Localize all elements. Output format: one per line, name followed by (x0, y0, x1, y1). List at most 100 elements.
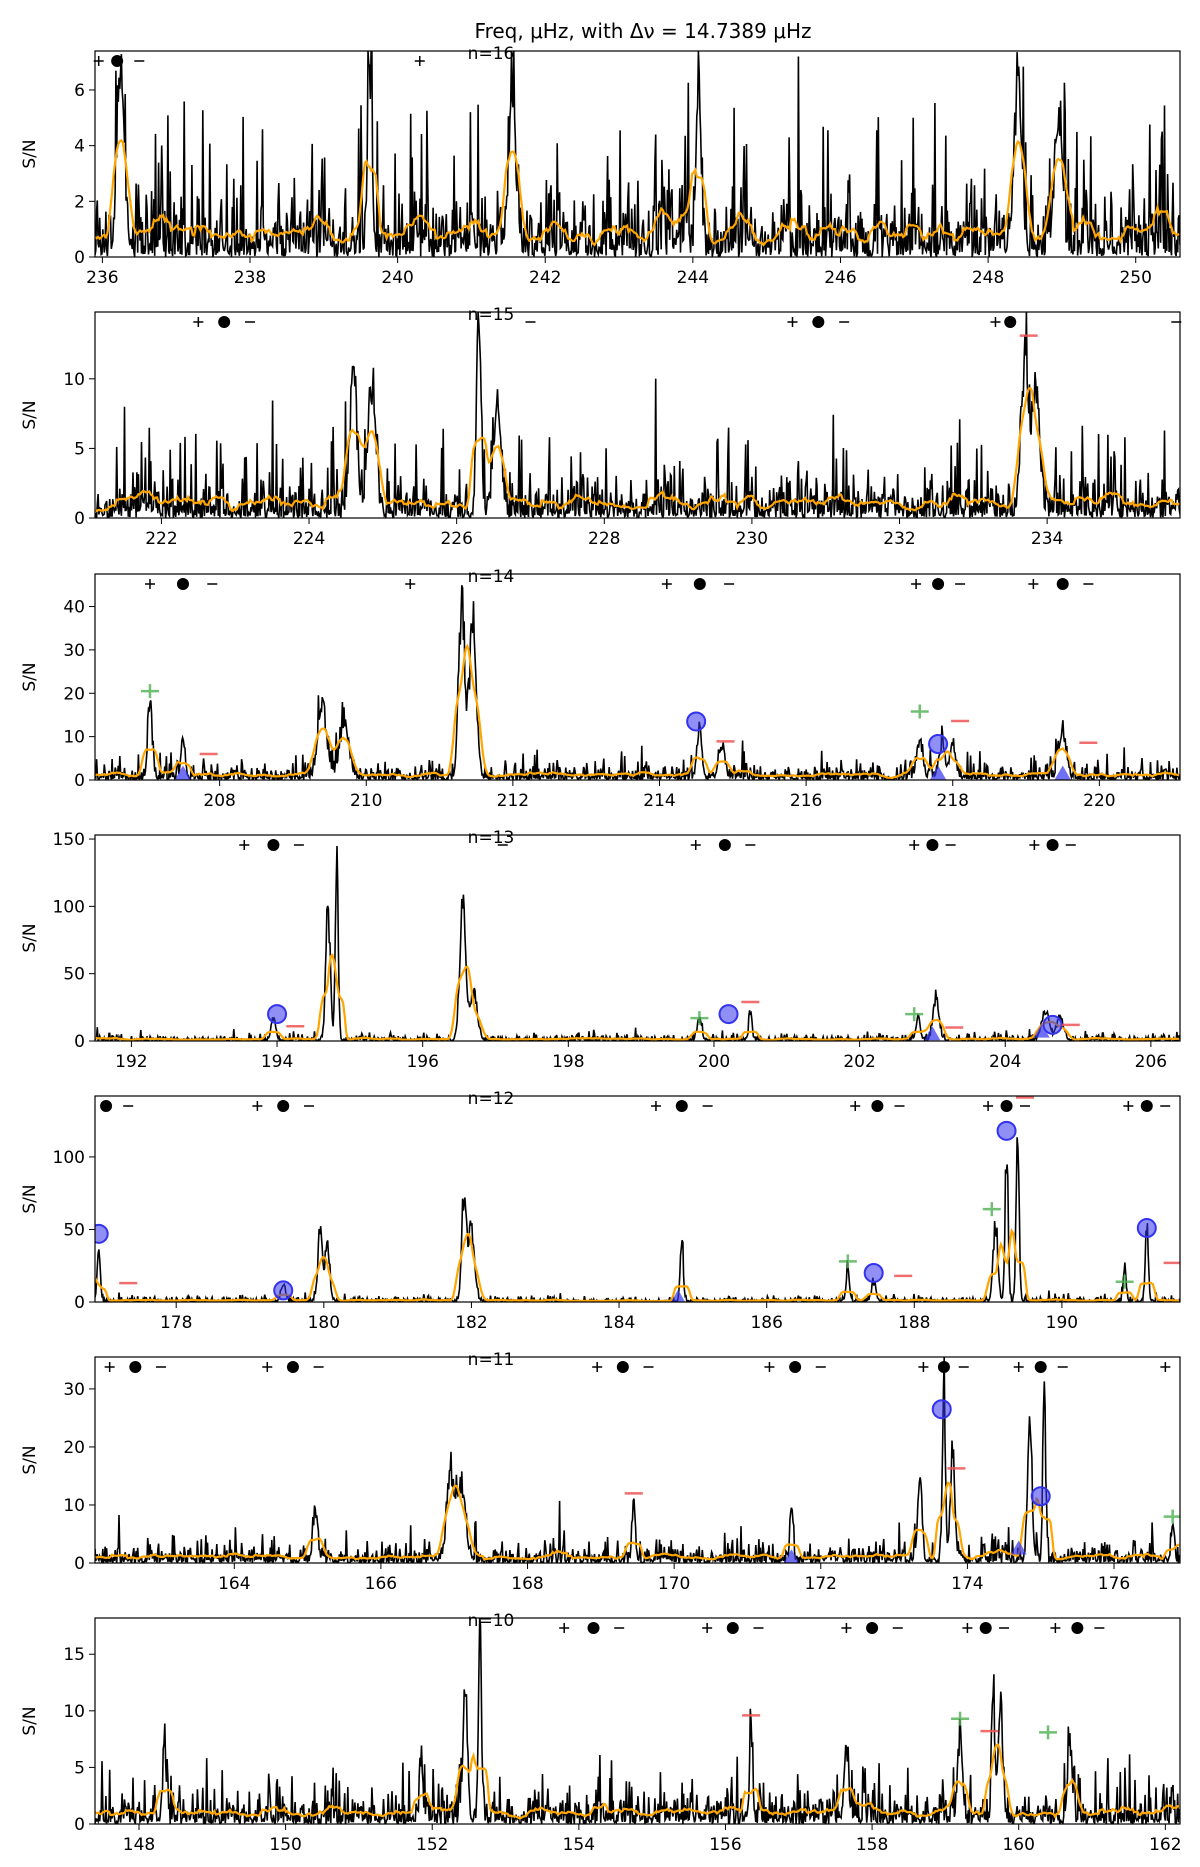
y-axis-label: S/N (20, 1706, 40, 1735)
mode-circle (996, 1120, 1017, 1141)
mode-triangle (924, 1026, 941, 1041)
label-dot (871, 1100, 884, 1112)
y-tick-label: 2 (74, 192, 85, 212)
label-plus (405, 579, 416, 589)
order-label: n=10 (468, 1611, 515, 1631)
x-tick-label: 162 (1149, 1835, 1181, 1855)
plot-area (95, 1357, 1180, 1563)
label-dot (1034, 1361, 1047, 1373)
x-tick-label: 160 (1002, 1835, 1034, 1855)
x-tick-label: 240 (381, 268, 413, 288)
mode-triangle (930, 765, 947, 780)
x-tick-label: 176 (1098, 1574, 1130, 1594)
x-tick-label: 206 (1135, 1052, 1167, 1072)
y-tick-label: 0 (74, 1032, 85, 1052)
label-plus (650, 1101, 661, 1111)
plot-area (95, 312, 1180, 518)
x-tick-label: 226 (440, 529, 472, 549)
label-dot (267, 839, 280, 851)
mode-triangle (174, 765, 191, 780)
x-tick-label: 152 (416, 1835, 448, 1855)
mode-circle (931, 1399, 952, 1420)
plus-marker (982, 1202, 1001, 1217)
label-plus (1029, 840, 1040, 850)
y-tick-label: 40 (63, 598, 85, 618)
order-label: n=15 (468, 305, 515, 325)
mode-triangle (1054, 765, 1071, 780)
y-tick-label: 10 (63, 1496, 85, 1516)
smoothed-line (95, 386, 1180, 513)
axes-frame (94, 1356, 1181, 1564)
x-tick-label: 214 (643, 791, 675, 811)
label-plus (661, 579, 672, 589)
y-tick-label: 6 (74, 81, 85, 101)
plus-marker (1115, 1274, 1134, 1289)
label-dot (1000, 1100, 1013, 1112)
spectrum-line (95, 51, 1180, 257)
spectrum-line (95, 312, 1180, 518)
label-dot (693, 578, 706, 590)
x-tick-label: 228 (588, 529, 620, 549)
spectrum-line (95, 1137, 1180, 1302)
plot-area (95, 51, 1180, 257)
label-plus (918, 1362, 929, 1372)
y-tick-label: 15 (63, 1645, 85, 1665)
mode-circle (1042, 1014, 1063, 1035)
label-plus (1028, 579, 1039, 589)
x-tick-label: 220 (1083, 791, 1115, 811)
smoothed-line (95, 1742, 1180, 1820)
axes-frame (94, 1095, 1181, 1303)
smoothed-line (95, 643, 1180, 780)
y-axis-label: S/N (20, 139, 40, 168)
spectrum-line (95, 1618, 1180, 1824)
x-tick-label: 190 (1046, 1313, 1078, 1333)
x-tick-label: 184 (603, 1313, 635, 1333)
x-tick-label: 246 (824, 268, 856, 288)
y-tick-label: 10 (63, 728, 85, 748)
plus-marker (690, 1011, 709, 1026)
y-tick-label: 0 (74, 509, 85, 529)
label-dot (789, 1361, 802, 1373)
y-axis-label: S/N (20, 662, 40, 691)
label-plus (104, 1362, 115, 1372)
x-tick-label: 166 (365, 1574, 397, 1594)
label-plus (1013, 1362, 1024, 1372)
x-tick-label: 168 (511, 1574, 543, 1594)
label-dot (129, 1361, 142, 1373)
axes-frame (94, 50, 1181, 258)
y-tick-label: 10 (63, 370, 85, 390)
axes-frame (94, 1617, 1181, 1825)
mode-triangle (1010, 1540, 1027, 1555)
mode-circle (95, 1223, 109, 1244)
label-plus (144, 579, 155, 589)
x-tick-label: 202 (843, 1052, 875, 1072)
label-plus (702, 1623, 713, 1633)
x-tick-label: 248 (972, 268, 1004, 288)
panel-n=15: n=15 222 224 226 228 230 232 234 0 5 10 S/N (20, 305, 1182, 549)
label-dot (1056, 578, 1069, 590)
y-tick-label: 0 (74, 1293, 85, 1313)
x-tick-label: 224 (293, 529, 325, 549)
smoothed-line (95, 1481, 1180, 1562)
plus-marker (1039, 1725, 1058, 1740)
axes-frame (94, 311, 1181, 519)
axes-frame (94, 834, 1181, 1042)
label-dot (979, 1622, 992, 1634)
label-plus (559, 1623, 570, 1633)
order-label: n=11 (468, 1350, 515, 1370)
order-label: n=13 (468, 828, 515, 848)
label-dot (932, 578, 945, 590)
spectrum-line (95, 1357, 1180, 1563)
y-axis-label: S/N (20, 400, 40, 429)
y-tick-label: 30 (63, 641, 85, 661)
label-dot (718, 839, 731, 851)
spectrum-line (95, 585, 1180, 780)
label-dot (812, 316, 825, 328)
y-tick-label: 0 (74, 771, 85, 791)
plus-marker (140, 684, 159, 699)
x-tick-label: 196 (406, 1052, 438, 1072)
x-tick-label: 198 (552, 1052, 584, 1072)
y-tick-label: 0 (74, 1815, 85, 1835)
x-tick-label: 158 (856, 1835, 888, 1855)
